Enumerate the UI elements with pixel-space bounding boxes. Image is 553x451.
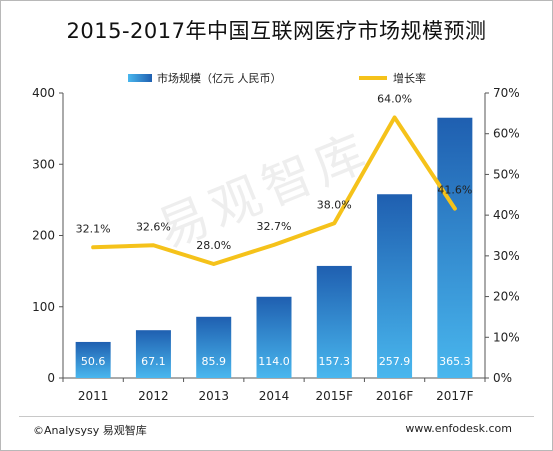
footer-website: www.enfodesk.com (405, 422, 512, 435)
growth-rate-point (212, 262, 216, 266)
footer-divider (19, 416, 534, 417)
bar-value-label: 157.3 (319, 355, 351, 368)
growth-rate-label: 64.0% (377, 92, 412, 105)
growth-rate-label: 38.0% (317, 198, 352, 211)
bar-value-label: 257.9 (379, 355, 411, 368)
chart-title: 2015-2017年中国互联网医疗市场规模预测 (66, 19, 487, 43)
bar-value-label: 365.3 (439, 355, 471, 368)
growth-rate-point (332, 221, 336, 225)
growth-rate-point (272, 243, 276, 247)
chart-svg: 0 100 200 300 400 0% 10% 20% 30% 40% 50% 60% 70% 2011… (32, 71, 520, 403)
x-tick-label: 2012 (138, 389, 169, 403)
bar (135, 330, 171, 378)
x-tick-label: 2017F (436, 389, 474, 403)
growth-rate-label: 28.0% (196, 239, 231, 252)
growth-rate-label: 32.7% (257, 220, 292, 233)
bar (316, 265, 352, 378)
growth-rate-point (151, 243, 155, 247)
bar (256, 296, 292, 378)
bar (75, 341, 111, 378)
bar (377, 194, 413, 378)
footer-copyright: ©Analysysy 易观智库 (33, 424, 147, 437)
x-tick-label: 2011 (78, 389, 109, 403)
x-tick-label: 2014 (259, 389, 290, 403)
bar-value-label: 67.1 (141, 355, 166, 368)
y-left-tick-label: 200 (32, 229, 55, 243)
y-left-tick-label: 400 (32, 86, 55, 100)
legend-line-label: 增长率 (393, 71, 426, 85)
legend-bar-swatch (128, 74, 152, 82)
x-tick-label: 2015F (316, 389, 354, 403)
legend: 市场规模（亿元 人民币） 增长率 (128, 71, 426, 85)
growth-rate-label: 41.6% (437, 184, 472, 197)
x-tick-label: 2013 (198, 389, 229, 403)
growth-rate-point (453, 207, 457, 211)
bar-value-label: 50.6 (81, 355, 106, 368)
bar (196, 316, 232, 378)
y-left-tick-label: 300 (32, 157, 55, 171)
bar-value-label: 85.9 (201, 355, 226, 368)
y-right-tick-label: 70% (493, 86, 520, 100)
y-right-tick-label: 50% (493, 167, 520, 181)
y-left-tick-label: 0 (47, 371, 55, 385)
y-left-tick-label: 100 (32, 300, 55, 314)
y-right-tick-label: 60% (493, 127, 520, 141)
growth-rate-label: 32.6% (136, 220, 171, 233)
bar-value-label: 114.0 (258, 355, 290, 368)
y-right-tick-label: 0% (493, 371, 512, 385)
x-tick-label: 2016F (376, 389, 414, 403)
y-right-tick-label: 30% (493, 249, 520, 263)
y-right-tick-label: 10% (493, 330, 520, 344)
y-right-tick-label: 40% (493, 208, 520, 222)
bar (437, 117, 473, 378)
y-right-tick-label: 20% (493, 290, 520, 304)
growth-rate-point (393, 115, 397, 119)
growth-rate-label: 32.1% (76, 222, 111, 235)
growth-rate-point (91, 245, 95, 249)
legend-bar-label: 市场规模（亿元 人民币） (157, 71, 282, 85)
